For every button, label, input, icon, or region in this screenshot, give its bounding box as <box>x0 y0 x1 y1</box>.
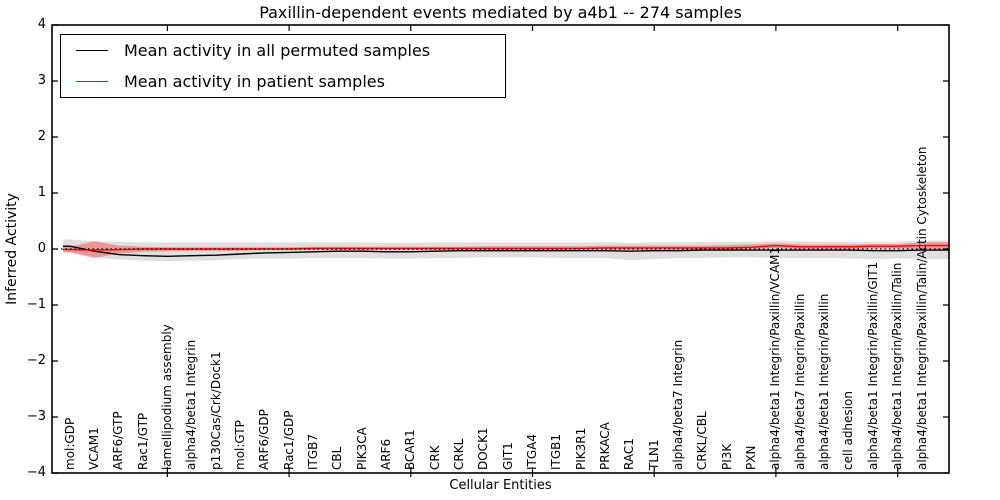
y-tick-label: 3 <box>37 73 46 88</box>
x-tick-label: CRK <box>427 445 442 470</box>
x-tick-label: PXN <box>744 445 759 470</box>
x-tick-label: CRKL <box>451 438 466 470</box>
y-tick-label: −3 <box>26 409 46 424</box>
tick-marks <box>52 24 949 477</box>
x-tick-label: CBL <box>330 446 345 470</box>
x-tick-label: DOCK1 <box>476 427 491 470</box>
y-tick-label: 0 <box>37 241 46 256</box>
x-tick-label: alpha4/beta1 Integrin <box>184 339 199 470</box>
x-tick-label: PRKACA <box>598 422 613 470</box>
x-tick-label: ARF6/GTP <box>111 411 126 470</box>
y-tick-label: −1 <box>26 297 46 312</box>
x-tick-label: GIT1 <box>500 442 515 470</box>
legend-line-patient-icon <box>76 80 108 82</box>
legend-label-permuted: Mean activity in all permuted samples <box>124 41 431 61</box>
x-tick-label: alpha4/beta1 Integrin/Paxillin/Talin/Act… <box>914 146 929 470</box>
y-tick-label: −4 <box>26 465 46 480</box>
x-tick-label: RAC1 <box>622 438 637 470</box>
x-tick-label: alpha4/beta1 Integrin/Paxillin <box>817 293 832 470</box>
x-tick-label: ITGA4 <box>525 433 539 470</box>
x-tick-label: CRKL/CBL <box>695 411 710 470</box>
x-tick-label: Rac1/GTP <box>135 412 150 470</box>
x-tick-label: alpha4/beta1 Integrin/Paxillin/Talin <box>890 262 905 470</box>
y-tick-label: 4 <box>37 17 46 32</box>
mean-line <box>63 245 949 258</box>
x-tick-label: PIK3CA <box>354 427 369 470</box>
x-axis-label: Cellular Entities <box>449 478 552 493</box>
legend-line-permuted-icon <box>76 50 108 52</box>
x-tick-label: alpha4/beta7 Integrin/Paxillin <box>792 293 807 470</box>
x-tick-label: BCAR1 <box>403 429 418 470</box>
x-tick-label: Rac1/GDP <box>281 410 296 470</box>
x-tick-label: ITGB1 <box>549 433 564 470</box>
x-tick-label: PIK3R1 <box>573 427 588 470</box>
legend-label-patient: Mean activity in patient samples <box>124 71 385 91</box>
x-tick-label: alpha4/beta1 Integrin/Paxillin/GIT1 <box>865 261 880 470</box>
x-tick-label: p130Cas/Crk/Dock1 <box>208 351 223 470</box>
confidence-band <box>63 241 949 258</box>
x-tick-label: PI3K <box>719 443 734 470</box>
y-tick-label: 2 <box>37 129 46 144</box>
legend: Mean activity in all permuted samples Me… <box>60 34 506 98</box>
x-tick-label: VCAM1 <box>86 427 101 470</box>
mean-line <box>63 244 949 251</box>
x-tick-label: ITGB7 <box>305 433 320 470</box>
y-tick-label: −2 <box>26 353 46 368</box>
x-tick-label: cell adhesion <box>841 391 856 470</box>
x-tick-label: lamellipodium assembly <box>159 324 174 470</box>
x-tick-label: alpha4/beta7 Integrin <box>671 339 686 470</box>
x-tick-label: alpha4/beta1 Integrin/Paxillin/VCAM1 <box>768 246 783 470</box>
x-tick-label: ARF6 <box>378 438 393 470</box>
chart-title: Paxillin-dependent events mediated by a4… <box>259 3 742 22</box>
legend-entry: Mean activity in patient samples <box>61 66 505 96</box>
y-tick-label: 1 <box>37 185 46 200</box>
x-tick-label: ARF6/GDP <box>257 409 272 470</box>
x-tick-label: TLN1 <box>646 439 661 470</box>
x-tick-label: mol:GDP <box>62 417 77 470</box>
x-tick-label: mol:GTP <box>232 420 247 470</box>
legend-entry: Mean activity in all permuted samples <box>61 36 505 66</box>
